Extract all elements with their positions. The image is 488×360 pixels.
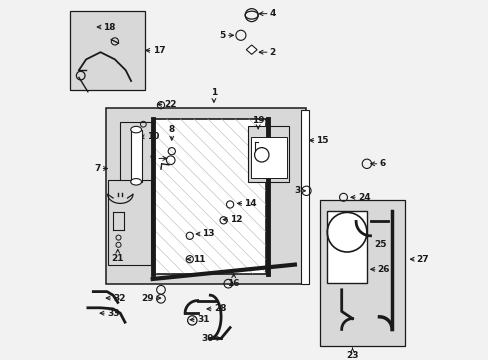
Text: 6: 6 — [379, 159, 385, 168]
Text: 33: 33 — [107, 309, 119, 318]
Text: 10: 10 — [146, 132, 159, 141]
Text: 2: 2 — [269, 48, 275, 57]
Text: 9: 9 — [150, 154, 156, 163]
Text: 19: 19 — [251, 116, 264, 125]
Bar — [250, 137, 286, 178]
Bar — [107, 180, 151, 265]
Text: 24: 24 — [357, 193, 370, 202]
Text: 8: 8 — [168, 125, 175, 134]
Text: 21: 21 — [111, 254, 124, 263]
Text: 31: 31 — [197, 315, 209, 324]
Ellipse shape — [130, 179, 141, 185]
Bar — [326, 211, 366, 283]
Text: 5: 5 — [219, 31, 225, 40]
Bar — [320, 200, 404, 346]
Text: 16: 16 — [227, 279, 240, 288]
Text: 1: 1 — [210, 88, 217, 97]
Bar — [130, 130, 141, 182]
Text: 23: 23 — [346, 351, 358, 360]
Bar — [106, 108, 305, 284]
Bar — [301, 110, 309, 284]
Text: 4: 4 — [269, 9, 276, 18]
Text: 25: 25 — [373, 240, 386, 249]
Polygon shape — [246, 45, 257, 54]
Text: 26: 26 — [377, 265, 389, 274]
Text: 17: 17 — [152, 46, 165, 55]
Text: 27: 27 — [416, 255, 428, 264]
Text: 22: 22 — [164, 100, 177, 109]
Bar — [120, 122, 152, 189]
Text: 7: 7 — [94, 164, 101, 173]
Ellipse shape — [130, 126, 141, 133]
Bar — [154, 119, 265, 274]
Text: 29: 29 — [141, 293, 153, 302]
Text: 14: 14 — [244, 199, 257, 208]
Text: 30: 30 — [201, 334, 213, 343]
Text: 13: 13 — [202, 230, 214, 238]
Text: 11: 11 — [193, 255, 205, 264]
Text: 18: 18 — [103, 22, 116, 31]
Text: 28: 28 — [213, 304, 226, 313]
Text: 12: 12 — [230, 215, 242, 224]
Bar — [70, 11, 145, 90]
Text: 20: 20 — [255, 164, 267, 173]
Text: 3: 3 — [293, 186, 300, 195]
Bar — [247, 126, 289, 182]
Text: 15: 15 — [316, 136, 328, 145]
Text: 32: 32 — [113, 293, 125, 302]
